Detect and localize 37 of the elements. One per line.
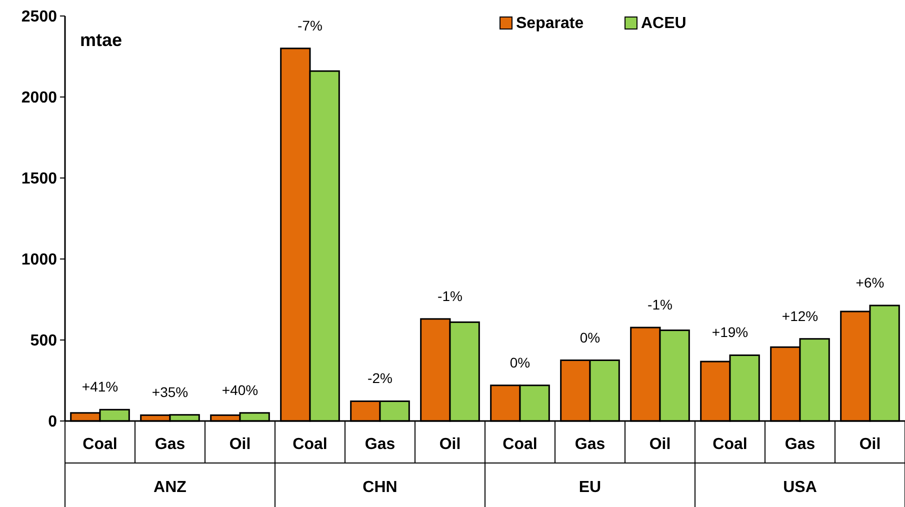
y-tick-label: 2000 [21,90,58,107]
y-tick-label: 1500 [21,170,58,188]
annotation: +6% [856,274,884,290]
x-tick-label: Oil [439,436,461,453]
annotation: +19% [712,324,748,340]
annotation: -7% [298,17,322,34]
x-tick-label: Gas [154,436,186,453]
x-tick-label: Oil [649,436,671,453]
x-tick-label: Coal [502,436,538,453]
x-tick-label: Coal [712,436,748,453]
annotation: +35% [152,384,188,400]
text: CHN [362,479,398,496]
y-tick-label: 2500 [21,8,58,26]
x-tick-label: Coal [82,436,118,453]
annotation: -1% [648,296,672,313]
x-tick-label: Gas [364,436,396,453]
y-axis-title: mtae [80,30,122,50]
y-tick-label: 500 [30,332,58,350]
y-tick-label: 0 [48,414,58,431]
annotation: +40% [222,382,258,398]
annotation: -1% [438,288,462,304]
annotation: +12% [782,308,818,324]
x-tick-label: Oil [229,436,251,453]
annotation: 0% [510,354,530,370]
text: ANZ [154,479,187,496]
legend-label: ACEU [641,15,686,32]
text: USA [783,479,818,496]
x-tick-label: Gas [574,436,606,453]
legend-label: Separate [516,15,584,32]
x-tick-label: Gas [784,436,816,453]
annotation: 0% [580,329,600,346]
x-tick-label: Oil [859,436,881,453]
text: EU [578,479,602,496]
y-tick-label: 1000 [21,252,58,269]
annotation: -2% [368,370,392,386]
x-tick-label: Coal [292,436,328,453]
annotation: +41% [82,378,118,395]
